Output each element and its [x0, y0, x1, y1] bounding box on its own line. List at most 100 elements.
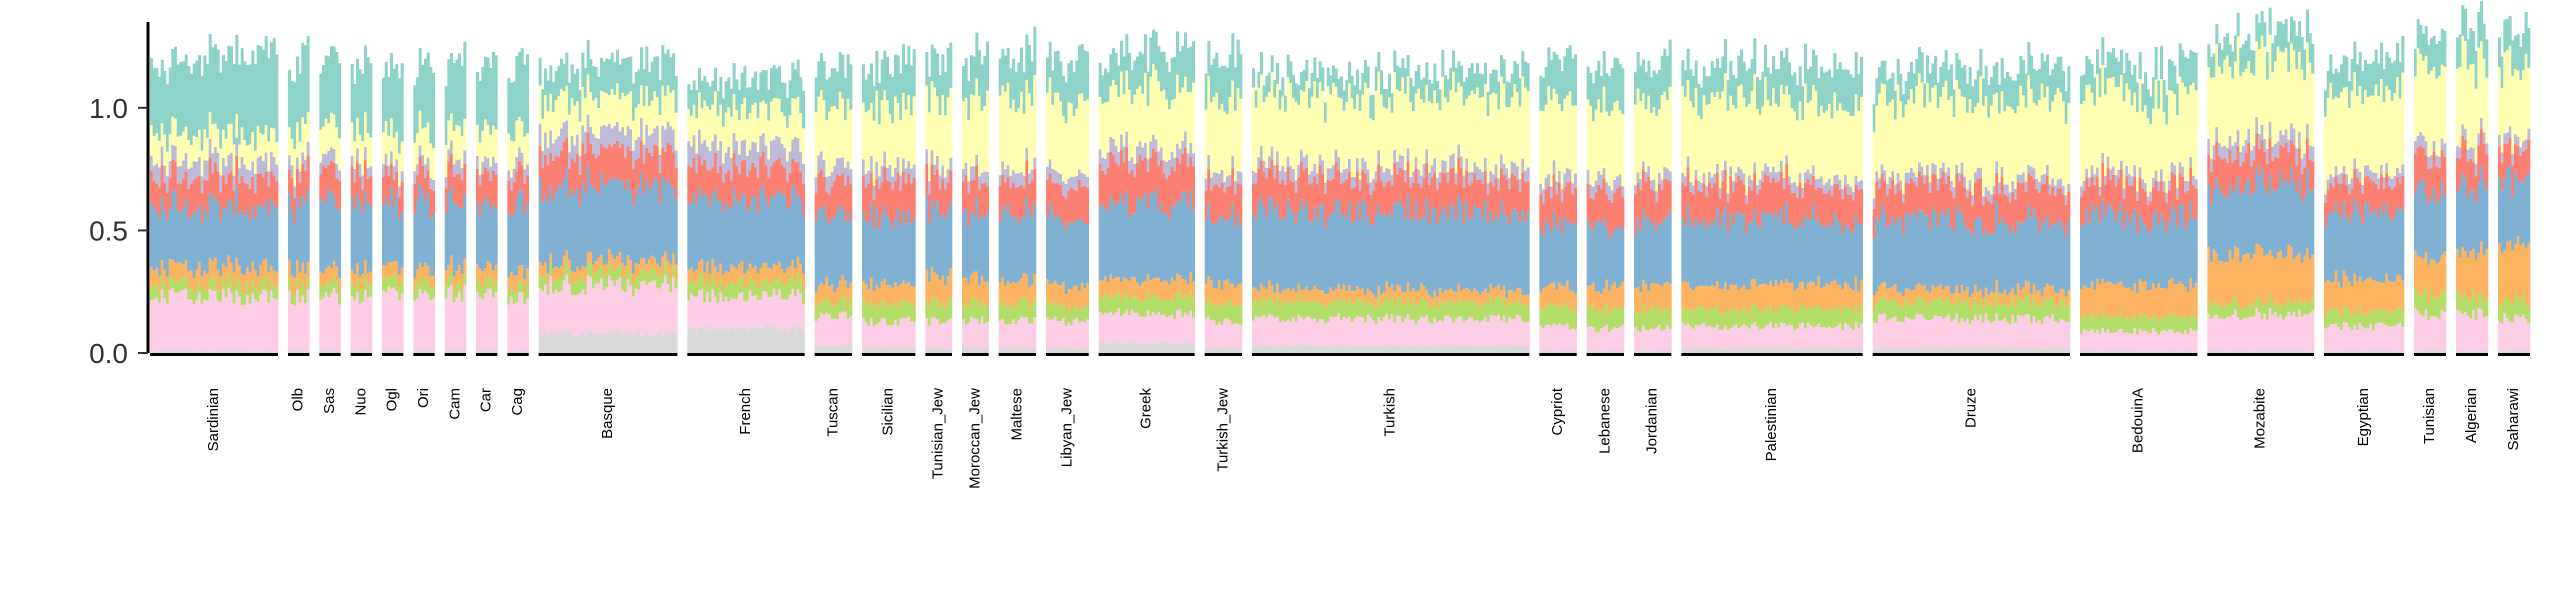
bar-segment-basque-20-k4 [589, 252, 593, 264]
bar-segment-palestinian-21-k4 [1734, 284, 1738, 309]
bar-segment-cypriot-12-k3 [1568, 311, 1572, 330]
bar-segment-ori-5-k5 [424, 201, 428, 263]
bar-segment-turkish-50-k3 [1382, 302, 1386, 317]
bar-segment-libyan-jew-1-k4 [1046, 279, 1050, 303]
bar-segment-tuscan-5-k9 [825, 79, 829, 120]
bar-segment-sicilian-4-k7 [870, 155, 874, 174]
bar-segment-turkish-61-k8 [1412, 111, 1416, 172]
bar-segment-sardinian-4-k6 [158, 187, 162, 217]
bar-segment-nuo-5-k7 [361, 175, 365, 190]
bar-segment-greek-24-k8 [1160, 91, 1164, 148]
bar-segment-sardinian-41-k6 [256, 173, 260, 206]
bar-segment-basque-39-k4 [640, 258, 644, 271]
bar-segment-sardinian-44-k3 [264, 276, 268, 291]
bar-segment-turkish-68-k1 [1430, 346, 1434, 353]
bar-segment-turkish-20-k4 [1302, 289, 1306, 302]
bar-segment-moroccan-jew-3-k9 [967, 80, 971, 121]
bar-segment-greek-5-k9 [1109, 54, 1113, 87]
bar-segment-turkish-71-k3 [1438, 300, 1442, 321]
bar-segment-palestinian-50-k6 [1812, 175, 1816, 205]
bar-segment-turkish-60-k8 [1409, 102, 1413, 177]
bar-segment-cag-4-k5 [515, 198, 519, 276]
bar-segment-sardinian-14-k8 [184, 126, 188, 154]
bar-segment-basque-23-k8 [597, 108, 601, 139]
bar-segment-sardinian-46-k5 [270, 198, 274, 266]
bar-segment-sardinian-14-k6 [184, 171, 188, 198]
bar-segment-tuscan-12-k6 [844, 185, 848, 222]
bar-segment-sardinian-40-k4 [254, 270, 258, 288]
bar-segment-turkish-jew-5-k7 [1215, 172, 1219, 185]
bar-segment-sardinian-5-k3 [160, 275, 164, 290]
bar-segment-sicilian-20-k6 [912, 177, 916, 218]
bar-segment-turkish-29-k6 [1326, 179, 1330, 220]
bar-segment-palestinian-43-k1 [1793, 348, 1797, 353]
bar-segment-tuscan-11-k4 [841, 275, 845, 295]
bar-segment-turkish-77-k3 [1454, 303, 1458, 319]
bar-segment-turkish-102-k3 [1521, 305, 1525, 322]
bar-segment-basque-19-k5 [586, 165, 590, 252]
bar-segment-turkish-jew-8-k1 [1223, 347, 1227, 353]
bar-segment-palestinian-47-k8 [1804, 83, 1808, 173]
bar-segment-basque-12-k7 [568, 152, 572, 169]
bar-segment-turkish-99-k8 [1513, 84, 1517, 164]
bar-segment-palestinian-64-k9 [1849, 74, 1853, 116]
bar-segment-french-26-k5 [754, 197, 758, 266]
bar-segment-basque-14-k2 [573, 295, 577, 336]
bar-segment-nuo-3-k4 [356, 263, 360, 280]
bar-segment-turkish-jew-13-k3 [1236, 305, 1240, 325]
bar-segment-palestinian-63-k2 [1846, 324, 1850, 349]
bar-segment-greek-31-k2 [1178, 309, 1182, 343]
bar-segment-maltese-10-k7 [1022, 175, 1026, 189]
bar-segment-sardinian-6-k6 [163, 182, 167, 211]
bar-segment-sardinian-21-k7 [203, 160, 207, 180]
bar-segment-turkish-51-k5 [1385, 216, 1389, 282]
bar-segment-french-28-k1 [759, 327, 763, 353]
bar-segment-cypriot-5-k2 [1550, 325, 1554, 351]
bar-segment-turkish-16-k9 [1292, 74, 1296, 98]
bar-segment-greek-32-k5 [1181, 191, 1185, 280]
bar-segment-greek-3-k3 [1104, 292, 1108, 313]
bar-segment-turkish-34-k4 [1340, 289, 1344, 301]
bar-segment-nuo-1-k6 [350, 166, 354, 197]
bar-segment-olb-1-k7 [288, 155, 292, 170]
bar-segment-sardinian-4-k5 [158, 216, 162, 276]
bar-segment-sicilian-17-k8 [904, 109, 908, 169]
bar-segment-sardinian-12-k9 [179, 62, 183, 136]
bar-segment-turkish-98-k4 [1510, 289, 1514, 304]
bar-segment-cam-6-k6 [458, 173, 462, 208]
bar-segment-turkish-14-k7 [1286, 156, 1290, 168]
bar-segment-libyan-jew-5-k3 [1056, 305, 1060, 322]
bar-segment-turkish-10-k4 [1276, 283, 1280, 297]
bar-segment-sardinian-42-k7 [259, 155, 263, 174]
bar-segment-tuscan-5-k2 [825, 312, 829, 346]
bar-segment-basque-14-k7 [573, 145, 577, 163]
bar-segment-car-7-k7 [492, 156, 496, 171]
bar-segment-basque-32-k1 [621, 335, 625, 353]
bar-segment-turkish-jew-2-k1 [1207, 347, 1211, 353]
bar-segment-lebanese-9-k1 [1608, 350, 1612, 353]
bar-segment-palestinian-33-k5 [1766, 213, 1770, 286]
bar-segment-palestinian-54-k8 [1822, 112, 1826, 185]
bar-segment-turkish-jew-6-k7 [1218, 173, 1222, 188]
bar-segment-palestinian-40-k7 [1785, 155, 1789, 164]
bar-segment-sardinian-9-k3 [171, 277, 175, 289]
bar-segment-car-7-k8 [492, 125, 496, 157]
bar-segment-turkish-36-k4 [1345, 291, 1349, 304]
bar-segment-palestinian-43-k6 [1793, 193, 1797, 229]
bar-segment-greek-16-k6 [1138, 154, 1142, 201]
bar-segment-palestinian-19-k9 [1729, 60, 1733, 96]
bar-segment-greek-16-k5 [1138, 200, 1142, 287]
bar-segment-turkish-2-k6 [1254, 183, 1258, 221]
bar-segment-greek-20-k4 [1149, 280, 1153, 300]
bar-segment-turkish-83-k4 [1470, 291, 1474, 303]
bar-segment-tunisian-jew-9-k4 [946, 276, 950, 301]
bar-segment-basque-39-k2 [640, 282, 644, 336]
bar-segment-turkish-104-k7 [1526, 167, 1530, 182]
bar-segment-sardinian-45-k8 [267, 141, 271, 172]
bar-segment-turkish-24-k1 [1313, 346, 1317, 353]
bar-segment-jordanian-6-k3 [1647, 311, 1651, 331]
bar-segment-turkish-58-k9 [1404, 68, 1408, 94]
bar-segment-turkish-14-k4 [1286, 287, 1290, 301]
bar-segment-turkish-92-k5 [1494, 214, 1498, 287]
bar-segment-palestinian-6-k1 [1694, 347, 1698, 353]
